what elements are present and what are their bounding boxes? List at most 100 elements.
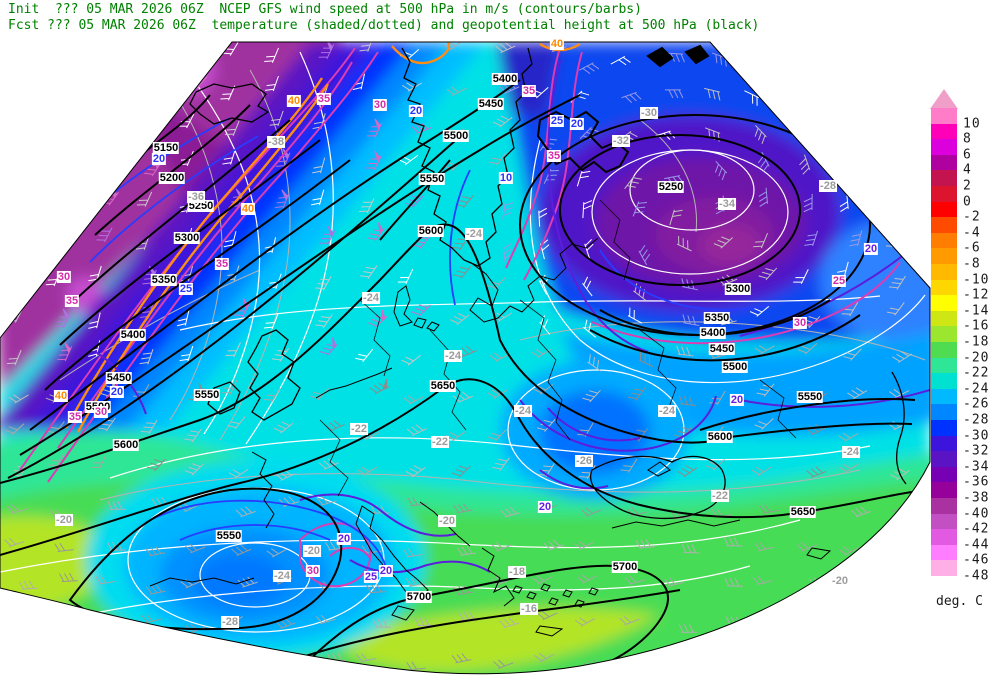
wind-barb-icon xyxy=(579,62,600,75)
wind-barb-icon xyxy=(502,243,513,263)
wind-barb-icon xyxy=(667,52,685,63)
wind-barb-icon xyxy=(180,579,201,589)
wind-barb-icon xyxy=(8,78,28,91)
wind-barb-icon xyxy=(451,465,471,478)
wind-barb-icon xyxy=(190,653,211,665)
wind-barb-icon xyxy=(53,78,73,91)
wind-barb-icon xyxy=(724,537,743,547)
wind-barb-icon xyxy=(7,227,26,241)
wind-barb-icon xyxy=(5,272,23,287)
title-line-fcst: Fcst ??? 05 MAR 2026 06Z temperature (sh… xyxy=(8,18,760,33)
wind-barb-icon xyxy=(627,307,643,324)
wind-barb-icon xyxy=(794,43,811,59)
wind-barb-icon xyxy=(57,192,76,211)
wind-barb-icon xyxy=(757,151,770,173)
wind-barb-icon xyxy=(44,161,62,175)
wind-barb-icon xyxy=(582,200,593,219)
wind-barb-icon xyxy=(11,42,31,61)
chart-title-block: Init ??? 05 MAR 2026 06Z NCEP GFS wind s… xyxy=(8,2,759,34)
wind-barb-icon xyxy=(269,655,290,666)
wind-barb-icon xyxy=(743,45,760,59)
wind-barb-icon xyxy=(849,81,870,93)
wind-barb-icon xyxy=(537,610,558,621)
wind-barb-icon xyxy=(176,42,195,55)
wind-barb-icon xyxy=(449,313,470,326)
wind-barb-icon xyxy=(315,276,332,291)
wind-barb-icon xyxy=(850,506,871,518)
wind-barb-icon xyxy=(456,545,477,556)
wind-barb-icon xyxy=(711,52,728,67)
wind-barb-icon xyxy=(753,233,768,249)
wind-barb-icon xyxy=(4,649,25,660)
wind-barb-icon xyxy=(360,265,378,279)
wind-barb-icon xyxy=(273,421,294,434)
wind-barb-icon xyxy=(610,55,631,66)
wind-barb-icon xyxy=(682,314,700,326)
wind-barb-icon xyxy=(318,458,339,470)
wind-barb-icon xyxy=(451,236,469,251)
wind-barb-icon xyxy=(366,118,383,138)
wind-barb-icon xyxy=(638,244,651,266)
wind-barb-icon xyxy=(674,426,693,440)
wind-barb-icon xyxy=(367,222,385,242)
wind-barb-icon xyxy=(239,652,260,664)
wind-barb-icon xyxy=(7,504,28,514)
wind-barb-icon xyxy=(539,315,551,335)
wind-barb-icon xyxy=(839,42,857,56)
wind-barb-icon xyxy=(275,617,296,629)
wind-barb-icon xyxy=(176,309,190,327)
wind-barb-icon xyxy=(584,239,594,260)
wind-barb-icon xyxy=(759,504,780,514)
wind-barb-icon xyxy=(758,267,778,281)
wind-barb-icon xyxy=(9,117,30,130)
wind-barb-icon xyxy=(411,122,432,134)
wind-barb-icon xyxy=(147,458,166,472)
wind-barb-icon xyxy=(312,157,326,174)
wind-barb-icon xyxy=(223,231,237,248)
wind-barb-icon xyxy=(629,656,650,667)
wind-barb-icon xyxy=(59,617,79,627)
wind-barb-icon xyxy=(500,506,521,518)
wind-barb-icon xyxy=(4,155,23,169)
wind-barb-icon xyxy=(758,187,768,207)
wind-barb-icon xyxy=(676,345,694,357)
wind-barb-icon xyxy=(316,496,337,506)
wind-barb-icon xyxy=(412,235,431,249)
wind-barb-icon xyxy=(843,348,862,361)
wind-barb-icon xyxy=(491,542,512,552)
wind-barb-icon xyxy=(502,202,514,220)
wind-barb-icon xyxy=(633,283,647,302)
wind-barb-icon xyxy=(95,575,115,585)
wind-barb-icon xyxy=(543,539,564,551)
wind-barb-icon xyxy=(488,152,507,166)
wind-barb-icon xyxy=(55,308,71,329)
wind-barb-icon xyxy=(849,230,863,247)
wind-barb-icon xyxy=(146,584,166,595)
wind-barb-icon xyxy=(499,617,520,629)
wind-barb-icon xyxy=(855,649,876,661)
wind-barb-icon xyxy=(493,659,514,669)
wind-barb-icon xyxy=(274,189,290,209)
wind-barb-icon xyxy=(5,423,25,435)
wind-barb-icon xyxy=(18,580,38,590)
wind-barb-icon xyxy=(103,76,124,94)
white-contours xyxy=(0,47,926,633)
wind-barb-icon xyxy=(60,115,81,134)
wind-barb-icon xyxy=(451,653,472,664)
wind-barb-icon xyxy=(54,542,74,552)
wind-barb-icon xyxy=(224,120,240,136)
wind-barb-icon xyxy=(809,651,830,662)
wind-barb-icon xyxy=(838,432,859,442)
wind-barb-icon xyxy=(100,660,120,671)
wind-barb-icon xyxy=(756,383,775,397)
wind-barb-icon xyxy=(264,387,281,403)
wind-barb-icon xyxy=(405,465,426,478)
wind-barb-icon xyxy=(414,617,433,626)
wind-barb-icon xyxy=(843,152,854,172)
wind-barb-icon xyxy=(532,575,553,585)
wind-barb-icon xyxy=(799,622,820,632)
wind-barb-icon xyxy=(892,351,913,363)
wind-barb-icon xyxy=(446,86,467,96)
wind-barb-icon xyxy=(275,469,296,481)
wind-barb-icon xyxy=(534,652,555,663)
